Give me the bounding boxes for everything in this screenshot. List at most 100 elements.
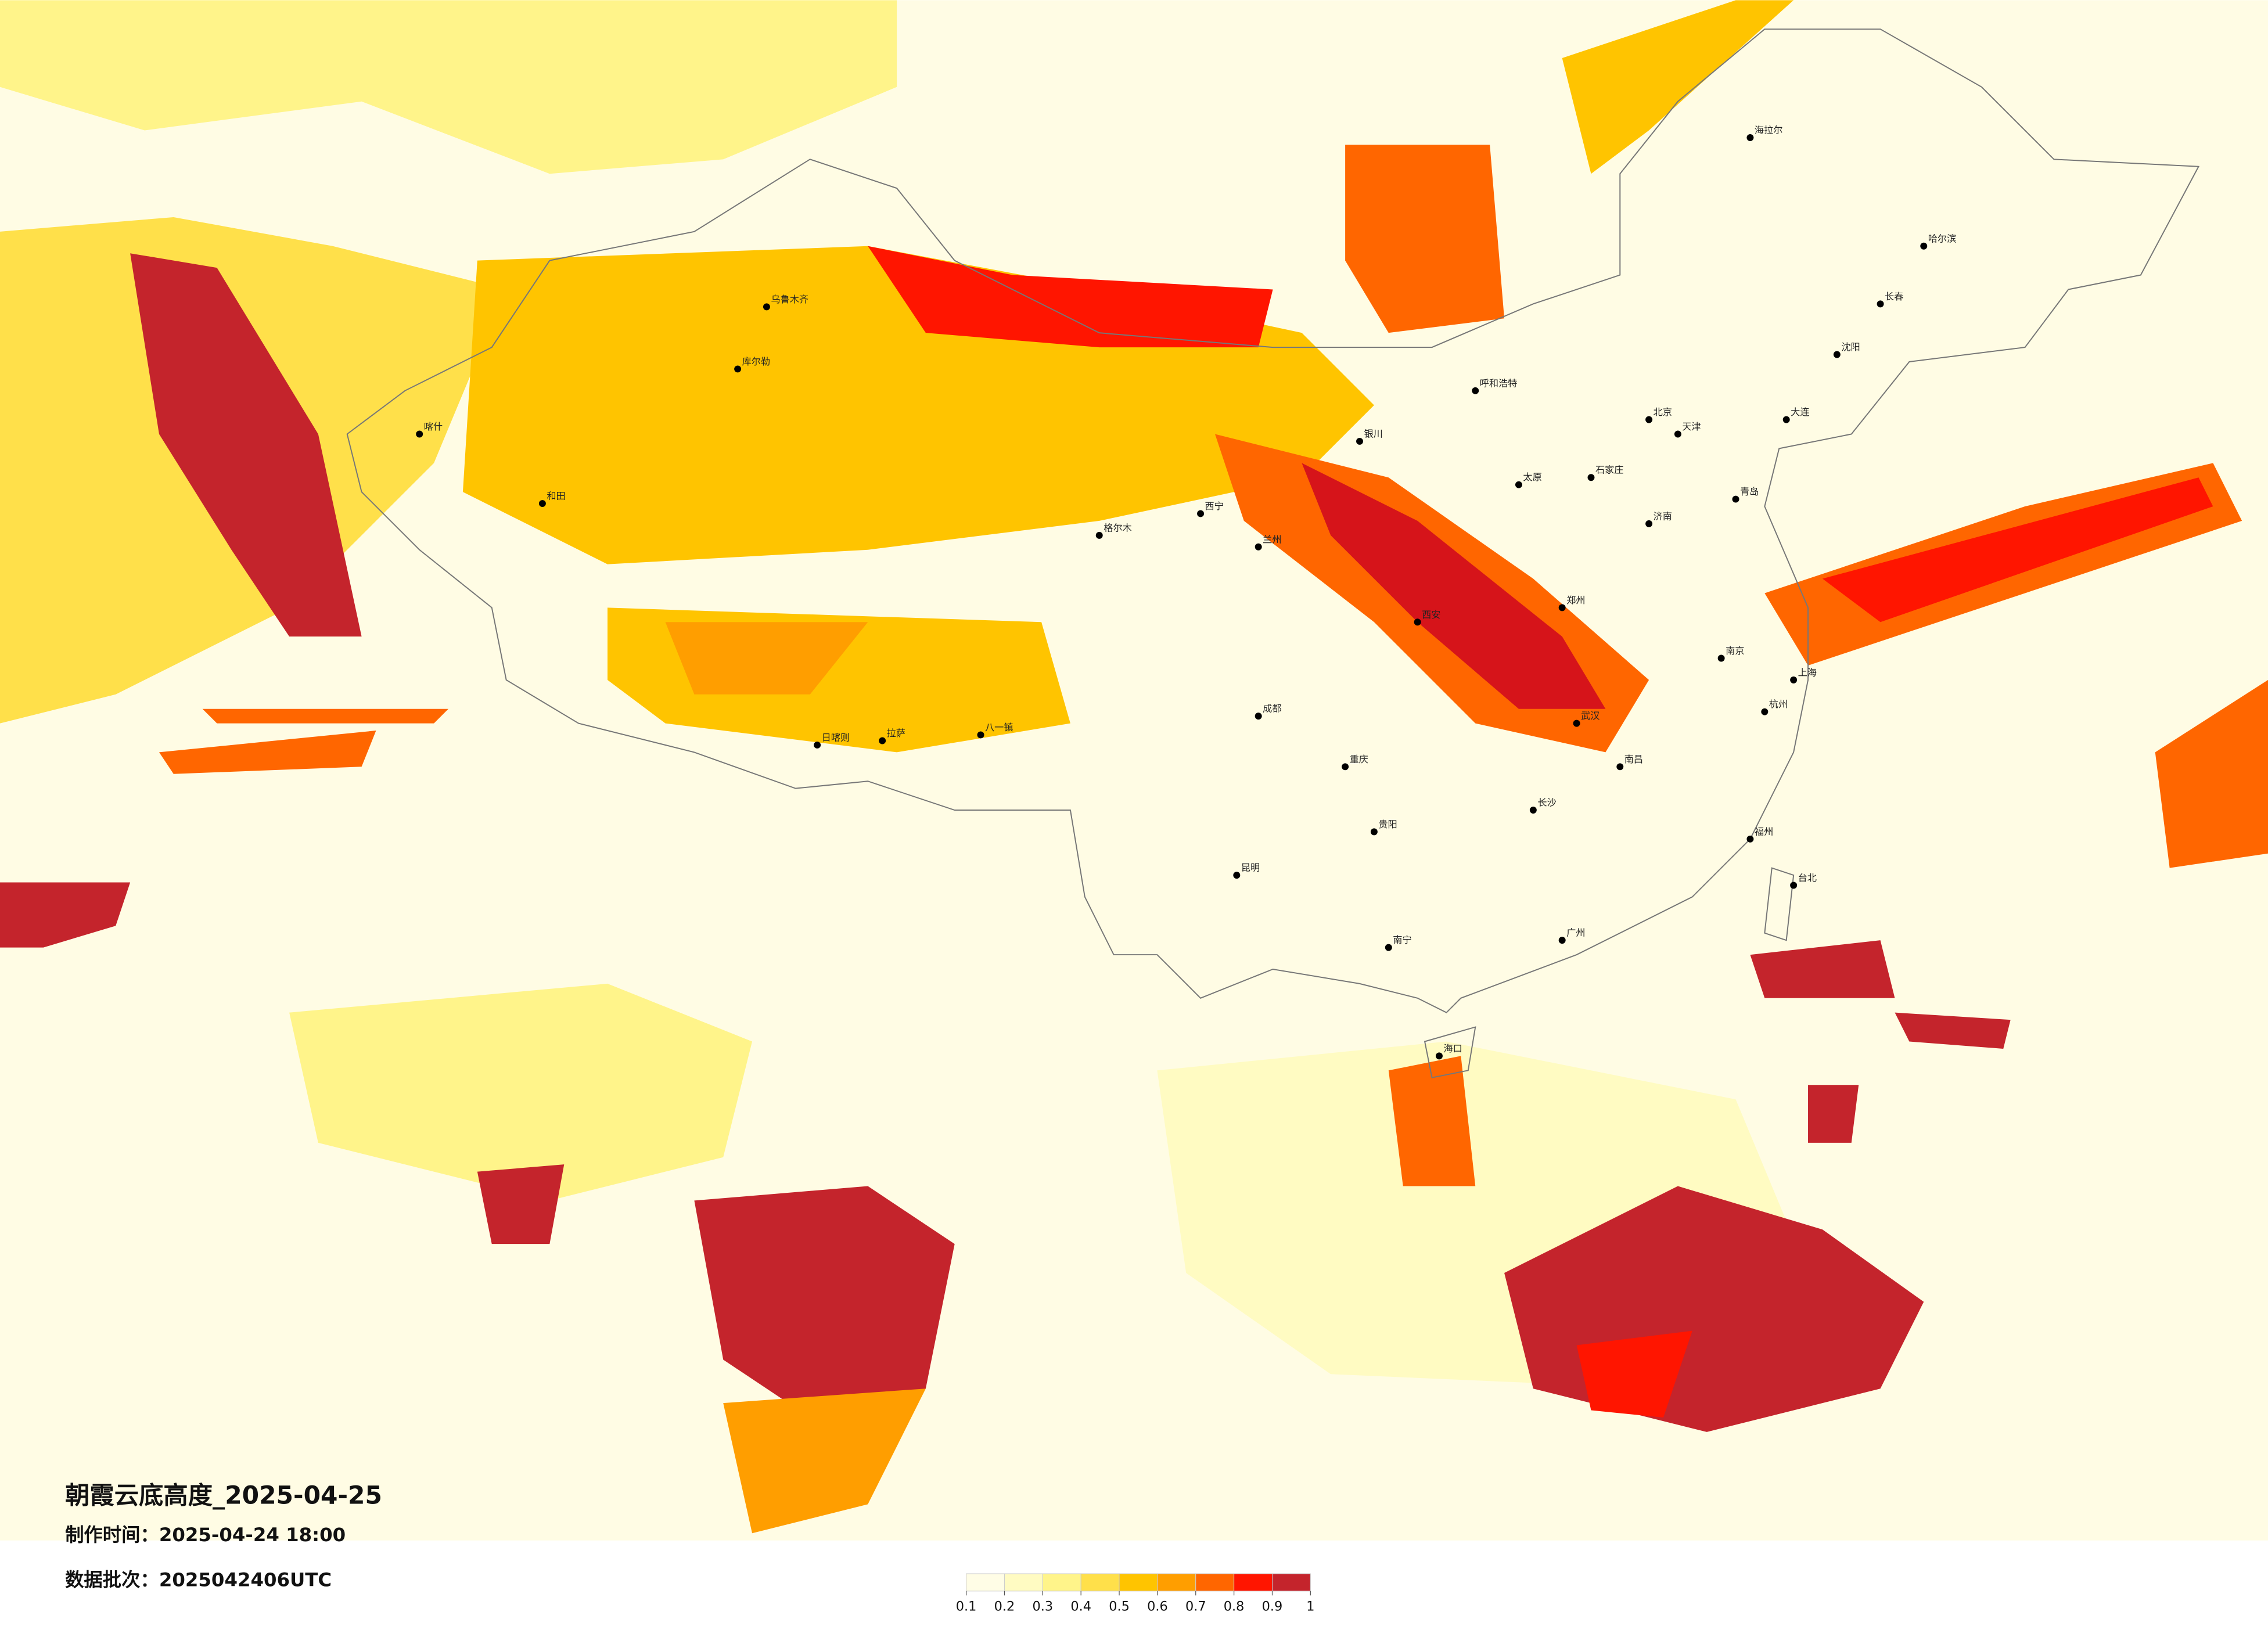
legend-tick-label: 0.9 xyxy=(1262,1599,1283,1614)
city-label: 贵阳 xyxy=(1378,819,1397,830)
legend-swatch xyxy=(1157,1573,1196,1592)
city-label: 天津 xyxy=(1682,421,1701,432)
city-dot xyxy=(1558,937,1566,944)
city-label: 拉萨 xyxy=(887,728,905,739)
city-label: 青岛 xyxy=(1740,486,1759,497)
city-dot xyxy=(1616,763,1624,771)
city-dot xyxy=(1255,543,1262,551)
city-dot xyxy=(1761,708,1769,715)
legend-tick-label: 0.5 xyxy=(1109,1599,1130,1614)
city-label: 八一镇 xyxy=(985,722,1013,733)
city-label: 和田 xyxy=(547,491,565,502)
city-label: 西宁 xyxy=(1205,501,1224,512)
city-dot xyxy=(1342,763,1349,771)
city-dot xyxy=(1385,944,1392,951)
city-dot xyxy=(1782,416,1790,423)
city-dot xyxy=(814,741,821,749)
city-label: 南宁 xyxy=(1393,934,1411,945)
city-label: 海口 xyxy=(1443,1043,1462,1054)
legend-tick-label: 0.3 xyxy=(1033,1599,1054,1614)
city-label: 北京 xyxy=(1654,406,1672,418)
city-label: 长春 xyxy=(1885,291,1903,302)
city-dot xyxy=(1414,618,1421,626)
city-label: 西安 xyxy=(1422,609,1440,620)
city-dot xyxy=(1645,416,1653,423)
city-label: 郑州 xyxy=(1566,595,1585,606)
legend-tick-label: 0.8 xyxy=(1224,1599,1245,1614)
city-label: 呼和浩特 xyxy=(1480,377,1518,388)
taiwan xyxy=(1424,867,1795,1078)
city-label: 昆明 xyxy=(1241,862,1260,873)
city-label: 成都 xyxy=(1263,703,1281,714)
city-dot xyxy=(1877,300,1884,308)
city-label: 台北 xyxy=(1798,872,1817,883)
city-dot xyxy=(1472,387,1479,394)
city-label: 兰州 xyxy=(1263,534,1281,545)
city-label: 重庆 xyxy=(1350,754,1368,765)
city-dot xyxy=(1746,134,1754,141)
legend-tick-label: 0.6 xyxy=(1147,1599,1168,1614)
city-dot xyxy=(416,430,423,438)
city-dot xyxy=(1095,531,1103,539)
legend-swatch xyxy=(1004,1573,1043,1592)
legend-swatch xyxy=(1271,1573,1311,1592)
city-label: 南昌 xyxy=(1624,754,1643,765)
city-dot xyxy=(1573,720,1580,727)
city-label: 哈尔滨 xyxy=(1928,233,1957,244)
city-dot xyxy=(1674,430,1681,438)
city-label: 石家庄 xyxy=(1595,465,1624,476)
city-dot xyxy=(1920,242,1928,250)
legend-tick-label: 0.1 xyxy=(956,1599,977,1614)
city-label: 广州 xyxy=(1566,927,1585,938)
city-dot xyxy=(1790,676,1798,684)
city-dot xyxy=(763,303,770,311)
city-dot xyxy=(1790,882,1798,889)
city-dot xyxy=(1356,437,1363,445)
city-label: 库尔勒 xyxy=(742,356,771,367)
city-dot xyxy=(1558,604,1566,611)
city-label: 长沙 xyxy=(1537,797,1556,808)
city-dot xyxy=(1833,351,1841,358)
city-dot xyxy=(1645,520,1653,527)
batch: 数据批次：2025042406UTC xyxy=(65,1569,332,1591)
map-title: 朝霞云底高度_2025-04-25 xyxy=(65,1481,382,1509)
legend-swatch xyxy=(1119,1573,1158,1592)
city-dot xyxy=(1370,828,1378,836)
legend-swatch xyxy=(1080,1573,1120,1592)
city-label: 大连 xyxy=(1791,406,1809,418)
city-label: 银川 xyxy=(1364,428,1382,439)
legend-swatch xyxy=(1234,1573,1273,1592)
city-dot xyxy=(1515,481,1522,488)
city-dot xyxy=(1587,474,1595,481)
cloud-field xyxy=(0,0,2268,1534)
city-dot xyxy=(538,500,546,508)
city-dot xyxy=(734,365,742,373)
city-label: 太原 xyxy=(1523,472,1541,483)
city-dot xyxy=(1197,510,1205,517)
city-label: 福州 xyxy=(1755,826,1773,837)
city-dot xyxy=(977,731,984,739)
city-label: 济南 xyxy=(1654,510,1672,521)
city-dot xyxy=(1436,1052,1443,1060)
legend-tick-label: 1 xyxy=(1306,1599,1314,1614)
city-label: 喀什 xyxy=(424,421,443,432)
city-dot xyxy=(879,737,886,744)
legend: 0.1 0.2 0.3 0.4 0.5 0.6 0.7 0.8 0.9 1 xyxy=(956,1573,1314,1614)
city-label: 乌鲁木齐 xyxy=(771,294,808,305)
city-dot xyxy=(1255,713,1262,720)
city-dot xyxy=(1746,835,1754,843)
city-label: 武汉 xyxy=(1581,710,1600,721)
legend-swatch xyxy=(1042,1573,1081,1592)
city-dot xyxy=(1732,495,1739,503)
city-label: 日喀则 xyxy=(822,732,850,743)
legend-tick-label: 0.2 xyxy=(994,1599,1015,1614)
china-border xyxy=(346,28,2200,1013)
legend-swatch xyxy=(966,1573,1005,1592)
city-dot xyxy=(1233,872,1241,879)
city-label: 格尔木 xyxy=(1104,522,1132,533)
legend-tick-label: 0.4 xyxy=(1070,1599,1091,1614)
city-label: 沈阳 xyxy=(1841,341,1860,352)
